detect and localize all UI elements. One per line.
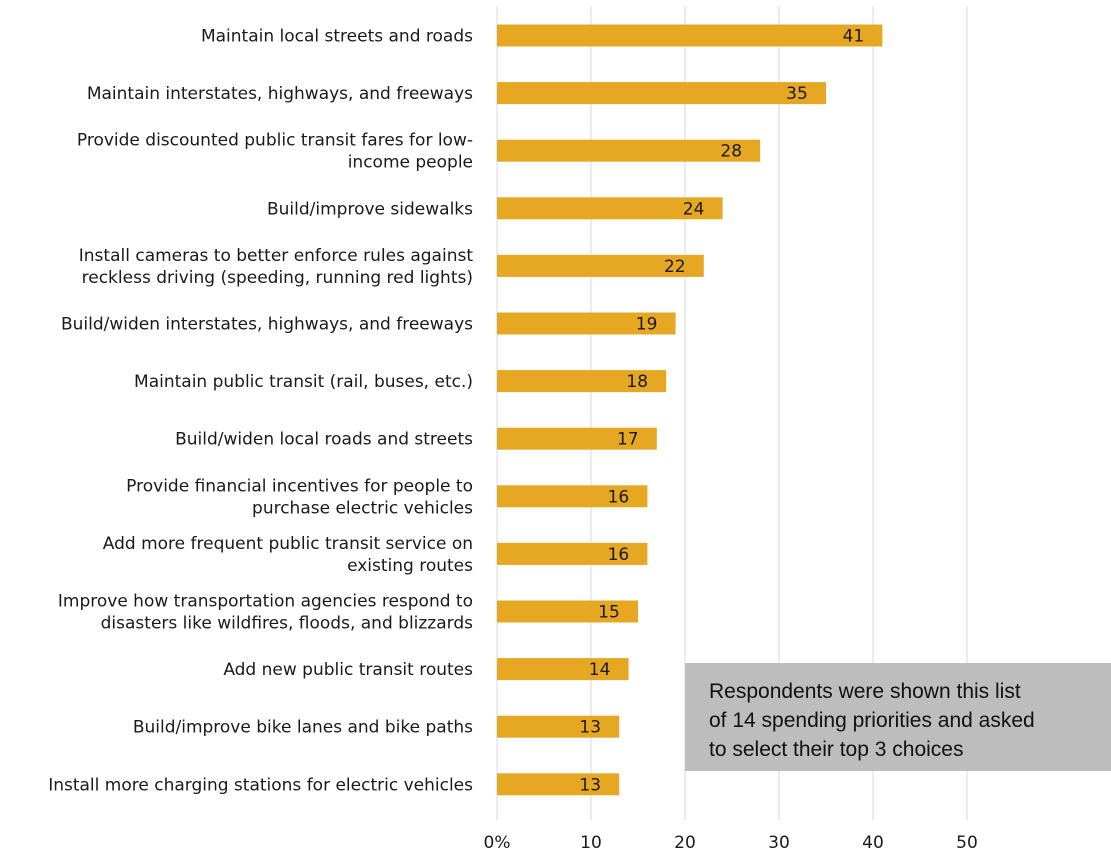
bar [497, 485, 648, 508]
category-label: Build/improve sidewalks [267, 199, 473, 219]
bar-value-label: 17 [617, 430, 639, 450]
annotation-box: Respondents were shown this list of 14 s… [685, 663, 1111, 771]
bar [497, 773, 620, 796]
bar-value-label: 41 [843, 27, 865, 47]
x-tick-label: 50 [956, 833, 978, 853]
bar [497, 254, 704, 277]
x-tick-label: 30 [768, 833, 790, 853]
category-label: Provide financial incentives for people … [126, 476, 473, 518]
bar [497, 197, 723, 220]
category-label: Maintain interstates, highways, and free… [87, 84, 473, 104]
bar-value-label: 13 [579, 718, 601, 738]
category-label: Maintain local streets and roads [201, 27, 473, 47]
bar-value-label: 22 [664, 257, 686, 277]
bar [497, 658, 629, 681]
x-tick-label: 10 [580, 833, 602, 853]
category-label: Add more frequent public transit service… [103, 534, 473, 576]
category-label: Install more charging stations for elect… [48, 775, 473, 795]
bar [497, 82, 826, 105]
bar-value-label: 24 [683, 199, 705, 219]
annotation-line-1: Respondents were shown this list [709, 680, 1021, 703]
category-label: Provide discounted public transit fares … [77, 131, 473, 173]
bar [497, 600, 638, 623]
category-label: Improve how transportation agencies resp… [58, 592, 473, 634]
category-label: Install cameras to better enforce rules … [79, 246, 474, 288]
bar-value-label: 14 [589, 660, 611, 680]
bar-value-label: 15 [598, 603, 620, 623]
bar-value-label: 13 [579, 775, 601, 795]
bar-value-label: 16 [608, 487, 630, 507]
annotation-line-3: to select their top 3 choices [709, 738, 964, 761]
bar [497, 370, 667, 393]
bar [497, 715, 620, 738]
bar [497, 427, 657, 450]
category-label: Maintain public transit (rail, buses, et… [134, 372, 473, 392]
bar [497, 312, 676, 335]
annotation-line-2: of 14 spending priorities and asked [709, 709, 1035, 732]
bar-value-label: 35 [786, 84, 808, 104]
x-tick-label: 20 [674, 833, 696, 853]
x-tick-label: 0% [484, 833, 511, 853]
category-label: Build/improve bike lanes and bike paths [133, 718, 473, 738]
bar-value-label: 28 [720, 142, 742, 162]
bar-value-label: 18 [626, 372, 648, 392]
x-tick-label: 40 [862, 833, 884, 853]
category-label: Build/widen interstates, highways, and f… [61, 315, 473, 335]
bar [497, 542, 648, 565]
bar [497, 24, 883, 47]
bar-value-label: 16 [608, 545, 630, 565]
category-label: Build/widen local roads and streets [175, 430, 473, 450]
bar-value-label: 19 [636, 315, 658, 335]
bar [497, 139, 761, 162]
category-label: Add new public transit routes [223, 660, 473, 680]
